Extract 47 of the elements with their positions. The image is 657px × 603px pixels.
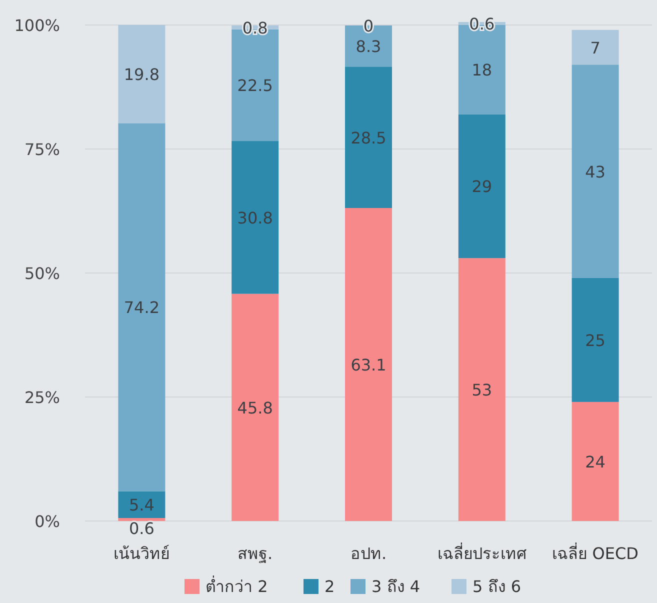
bar [345,208,392,521]
data-label: 8.3 [356,37,382,56]
bar [232,141,279,294]
data-label: 29 [472,177,492,196]
data-label: 25 [585,330,606,350]
data-label: 53 [472,380,492,400]
x-tick-label: เน้นวิทย์ [114,544,170,563]
bar [118,491,166,518]
bar [572,402,619,521]
data-label: 45.8 [237,398,273,418]
data-label: 43 [585,162,606,182]
x-tick-label: เฉลี่ย OECD [552,542,638,563]
data-label: 0.8 [242,18,268,38]
data-label: 30.8 [237,208,273,228]
legend-label: 5 ถึง 6 [472,577,522,596]
x-tick-label: อปท. [350,544,387,563]
bar [232,294,279,521]
y-tick-label: 100% [14,16,60,35]
bar [118,123,166,492]
data-label: 19.8 [124,65,160,84]
bar [572,64,619,278]
data-label: 0.6 [469,14,495,34]
bar [458,114,506,258]
bar [118,24,166,124]
data-label: 63.1 [350,356,386,374]
x-tick-label: สพฐ. [238,544,273,563]
data-label: 7 [590,38,600,58]
legend-label: ต่ำกว่า 2 [206,575,268,596]
data-label: 22.5 [237,76,273,96]
bar [572,278,619,402]
data-label: 24 [585,452,606,472]
bar [572,30,619,65]
legend-label: 2 [324,577,335,596]
data-label: 5.4 [128,496,154,515]
data-label: 0.6 [128,519,154,538]
bar [458,258,506,521]
legend-label: 3 ถึง 4 [372,577,420,596]
data-label: 28.5 [350,128,386,148]
y-tick-label: 0% [34,512,60,531]
y-tick-label: 25% [24,388,60,407]
bar [345,66,392,208]
bar [118,518,166,521]
y-tick-label: 75% [24,140,60,159]
y-tick-label: 50% [24,264,60,283]
data-label: 74.2 [124,298,160,318]
x-tick-label: เฉลี่ยประเทศ [437,542,526,563]
data-label: 18 [472,60,492,80]
